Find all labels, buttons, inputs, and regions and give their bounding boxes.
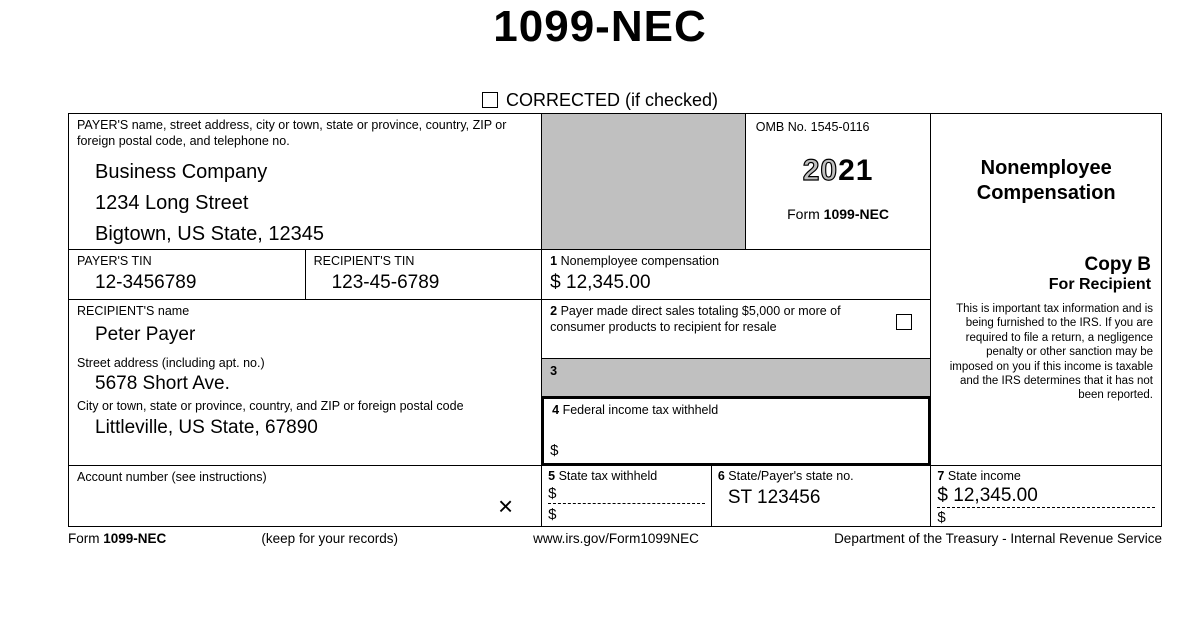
footer-url: www.irs.gov/Form1099NEC (533, 531, 699, 546)
box1-value-line: $ 12,345.00 (550, 270, 922, 294)
account-label: Account number (see instructions) (77, 470, 533, 486)
corrected-checkbox[interactable] (482, 92, 498, 108)
copy-b-fineprint: This is important tax information and is… (941, 302, 1153, 403)
box5-label: 5 State tax withheld (548, 469, 705, 485)
box6-cell: 6 State/Payer's state no. ST 123456 (712, 466, 932, 526)
box7-line2: $ (937, 509, 1155, 526)
recipient-name-label: RECIPIENT'S name (77, 304, 533, 320)
recipient-street: 5678 Short Ave. (77, 371, 533, 395)
copy-b-header: Copy B For Recipient (931, 250, 1161, 300)
account-cell: Account number (see instructions) × (69, 466, 542, 526)
box7-cell: 7 State income $ 12,345.00 $ (931, 466, 1161, 526)
footer-form: Form 1099-NEC (68, 531, 166, 546)
row-tins: PAYER'S TIN 12-3456789 RECIPIENT'S TIN 1… (69, 250, 1161, 300)
form-title: 1099-NEC (40, 2, 1160, 52)
omb-label: OMB No. 1545-0116 (756, 120, 921, 136)
payer-block: PAYER'S name, street address, city or to… (69, 114, 542, 250)
box1-value: 12,345.00 (566, 272, 651, 293)
form-footer: Form 1099-NEC (keep for your records) ww… (68, 527, 1162, 546)
footer-keep: (keep for your records) (261, 531, 398, 546)
payer-tin-value: 12-3456789 (77, 270, 297, 294)
row-header: PAYER'S name, street address, city or to… (69, 114, 1161, 250)
year-outline: 20 (803, 154, 838, 187)
box5-cell: 5 State tax withheld $ $ (542, 466, 712, 526)
box1-cell: 1 Nonemployee compensation $ 12,345.00 (542, 250, 931, 300)
tax-year: 2021 (756, 154, 921, 188)
box2-label: 2 Payer made direct sales totaling $5,00… (550, 304, 922, 335)
payer-name: Business Company (77, 149, 533, 186)
payer-block-label: PAYER'S name, street address, city or to… (77, 118, 533, 149)
corrected-row: CORRECTED (if checked) (40, 90, 1160, 111)
copy-b-subtitle: For Recipient (939, 276, 1151, 294)
recipient-city-label: City or town, state or province, country… (77, 395, 533, 415)
form-prefix: Form (787, 206, 824, 222)
gray-block-top (542, 114, 746, 250)
box7-value-line: $ 12,345.00 (937, 485, 1155, 508)
box6-value: ST 123456 (718, 485, 925, 509)
box6-label: 6 State/Payer's state no. (718, 469, 925, 485)
account-x-mark: × (498, 491, 513, 522)
box5-line2: $ (548, 506, 705, 523)
payer-tin-cell: PAYER'S TIN 12-3456789 (69, 250, 306, 300)
copy-b-title: Copy B (939, 254, 1151, 276)
box1-label: 1 Nonemployee compensation (550, 254, 922, 270)
row-recipient: RECIPIENT'S name Peter Payer Street addr… (69, 300, 1161, 466)
page: 1099-NEC CORRECTED (if checked) PAYER'S … (0, 2, 1200, 632)
omb-block: OMB No. 1545-0116 2021 Form 1099-NEC (746, 114, 932, 250)
box3-cell: 3 (542, 358, 930, 396)
heading-right: Nonemployee Compensation (931, 114, 1161, 250)
payer-tin-label: PAYER'S TIN (77, 254, 297, 270)
box7-value: 12,345.00 (953, 485, 1038, 506)
payer-city: Bigtown, US State, 12345 (77, 217, 533, 248)
box4-dollar: $ (550, 442, 558, 459)
recipient-tin-cell: RECIPIENT'S TIN 123-45-6789 (306, 250, 543, 300)
box7-label: 7 State income (937, 469, 1155, 485)
footer-dept: Department of the Treasury - Internal Re… (834, 531, 1162, 546)
heading-line1: Nonemployee (939, 156, 1153, 181)
boxes-2-3-4-col: 2 Payer made direct sales totaling $5,00… (542, 300, 931, 466)
year-solid: 21 (838, 154, 873, 187)
form-name: 1099-NEC (824, 206, 889, 222)
copy-b-fineprint-cell: This is important tax information and is… (931, 300, 1161, 466)
box5-line1: $ (548, 485, 705, 504)
box2-cell: 2 Payer made direct sales totaling $5,00… (542, 300, 930, 358)
box4-label: 4 Federal income tax withheld (552, 403, 920, 419)
box2-checkbox[interactable] (896, 314, 912, 330)
recipient-street-label: Street address (including apt. no.) (77, 356, 533, 372)
box4-cell: 4 Federal income tax withheld $ (542, 397, 930, 465)
form-name-line: Form 1099-NEC (756, 206, 921, 222)
payer-street: 1234 Long Street (77, 186, 533, 217)
box3-label: 3 (550, 364, 557, 378)
recipient-block: RECIPIENT'S name Peter Payer Street addr… (69, 300, 542, 466)
recipient-name: Peter Payer (77, 320, 533, 356)
recipient-tin-value: 123-45-6789 (314, 270, 534, 294)
form-1099-nec: PAYER'S name, street address, city or to… (68, 113, 1162, 527)
row-bottom: Account number (see instructions) × 5 St… (69, 466, 1161, 526)
corrected-label: CORRECTED (if checked) (506, 90, 718, 110)
recipient-tin-label: RECIPIENT'S TIN (314, 254, 534, 270)
heading-line2: Compensation (939, 181, 1153, 206)
recipient-city: Littleville, US State, 67890 (77, 415, 533, 439)
box4-wrap: 4 Federal income tax withheld $ (542, 396, 930, 465)
